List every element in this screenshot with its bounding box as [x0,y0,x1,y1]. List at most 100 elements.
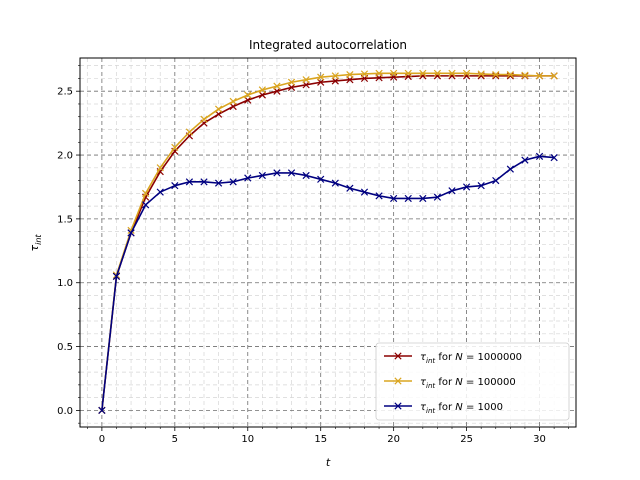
y-axis-label-main: τ [28,245,41,252]
series-layer [98,69,558,415]
data-point [331,179,339,187]
data-point [185,178,194,186]
legend-value: = 100000 [463,377,516,388]
x-axis-label: t [326,456,331,469]
data-point [142,201,150,209]
legend-symbol: τ [420,402,427,413]
y-tick-label: 0.5 [57,342,73,353]
data-point [185,128,194,136]
data-point [258,171,266,180]
data-point [462,69,471,77]
data-point [550,72,558,80]
legend-subscript: int [426,382,435,390]
legend-item: τint for N = 100000 [384,377,516,390]
legend-text-for: for [435,352,455,363]
legend-subscript: int [426,357,435,365]
data-point [404,69,412,77]
data-point [360,188,369,196]
data-point [98,406,106,415]
data-point [433,193,442,201]
legend-item: τint for N = 1000000 [384,352,522,365]
chart-title: Integrated autocorrelation [249,38,407,52]
legend-marker [394,352,402,360]
data-point [229,178,237,186]
y-tick-label: 0.0 [57,406,73,417]
data-point [550,153,558,162]
data-point [521,156,529,164]
x-tick-label: 20 [387,434,400,445]
legend-value: = 1000000 [463,352,522,363]
y-tick-label: 1.0 [57,278,73,289]
legend-subscript: int [426,407,435,415]
data-point [287,169,296,177]
legend-text-for: for [435,402,455,413]
legend-item: τint for N = 1000 [384,402,503,415]
data-point [375,192,383,200]
data-point [375,69,383,77]
data-point [273,169,281,177]
data-point [477,70,485,78]
y-tick-label: 1.5 [57,214,73,225]
data-point [492,70,500,79]
data-point [448,69,456,77]
plot-frame [79,57,577,428]
data-point [419,69,427,77]
data-point [419,194,427,203]
x-tick-label: 30 [533,434,546,445]
legend-label: τint for N = 1000000 [420,352,522,365]
data-point [404,72,412,81]
data-point [390,194,398,203]
data-point [156,164,164,172]
data-point [229,97,237,106]
data-point [244,91,252,99]
data-point [346,184,354,192]
x-tick-label: 15 [314,434,327,445]
data-point [404,194,412,203]
legend-marker [394,377,402,385]
data-point [331,72,339,80]
series-line [101,155,555,411]
ticks: 0 5 10 15 20 25 30 0.0 0.5 1.0 1.5 2.0 2.5 [57,65,570,445]
data-point [433,69,442,77]
legend-label: τint for N = 100000 [420,377,516,390]
data-point [535,72,544,80]
data-point [317,73,325,81]
legend-symbol: τ [420,352,427,363]
data-point [462,183,471,191]
data-point [171,143,179,152]
data-point [317,175,325,183]
data-point [258,86,266,94]
data-point [302,76,310,84]
x-tick-label: 10 [241,434,254,445]
y-tick-label: 2.0 [57,151,73,162]
data-point [477,182,485,190]
legend-marker [394,402,402,410]
data-point [346,70,354,79]
data-point [214,179,223,187]
legend-variable: N [455,402,463,413]
x-tick-label: 0 [99,434,105,445]
legend-label: τint for N = 1000 [420,402,503,415]
legend-variable: N [455,377,463,388]
series-2 [98,152,558,415]
data-point [244,174,252,182]
legend-value: = 1000 [463,402,503,413]
data-point [506,72,514,80]
data-point [200,178,208,186]
data-point [521,71,529,79]
data-point [506,165,514,173]
data-point [302,171,310,180]
data-point [200,115,208,123]
data-point [273,82,281,90]
data-point [142,189,150,197]
y-axis-label: τint [28,234,43,252]
data-point [127,229,135,237]
data-point [535,152,544,160]
data-point [171,182,179,190]
data-point [214,105,223,113]
data-point [390,69,398,77]
legend-variable: N [455,352,463,363]
legend-symbol: τ [420,377,427,388]
